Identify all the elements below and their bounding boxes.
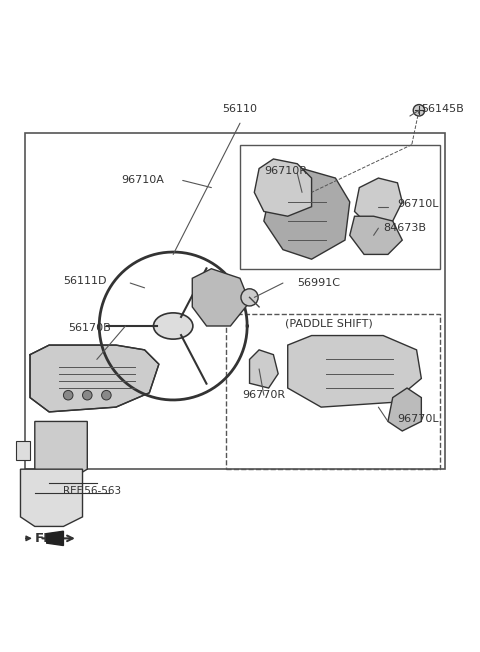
- Circle shape: [241, 289, 258, 306]
- Polygon shape: [388, 388, 421, 431]
- Polygon shape: [250, 350, 278, 388]
- Text: REF.56-563: REF.56-563: [63, 486, 121, 496]
- Polygon shape: [254, 159, 312, 216]
- Bar: [25, 133, 445, 469]
- Text: (PADDLE SHIFT): (PADDLE SHIFT): [285, 319, 373, 329]
- Polygon shape: [35, 421, 87, 484]
- Text: 84673B: 84673B: [383, 223, 426, 233]
- Text: 96710L: 96710L: [397, 200, 439, 209]
- Polygon shape: [355, 178, 402, 226]
- Text: 56111D: 56111D: [63, 276, 107, 286]
- Polygon shape: [47, 531, 63, 546]
- Text: FR.: FR.: [35, 532, 60, 545]
- Bar: [226, 314, 441, 469]
- Circle shape: [102, 391, 111, 400]
- Polygon shape: [16, 441, 30, 460]
- Circle shape: [83, 391, 92, 400]
- Text: 56170B: 56170B: [69, 323, 111, 333]
- Polygon shape: [288, 336, 421, 407]
- Polygon shape: [192, 269, 250, 326]
- Text: 96710A: 96710A: [121, 175, 164, 185]
- Circle shape: [413, 104, 425, 116]
- Text: 96770L: 96770L: [397, 414, 439, 424]
- Polygon shape: [350, 216, 402, 254]
- Text: 96710R: 96710R: [264, 166, 307, 176]
- Bar: [240, 145, 441, 269]
- Ellipse shape: [154, 313, 193, 339]
- Polygon shape: [21, 469, 83, 526]
- Circle shape: [63, 391, 73, 400]
- Text: 56110: 56110: [223, 104, 257, 113]
- Polygon shape: [264, 168, 350, 259]
- Text: 56991C: 56991C: [297, 278, 340, 288]
- Polygon shape: [30, 345, 159, 412]
- Text: 56145B: 56145B: [421, 104, 464, 114]
- Text: 96770R: 96770R: [242, 391, 286, 400]
